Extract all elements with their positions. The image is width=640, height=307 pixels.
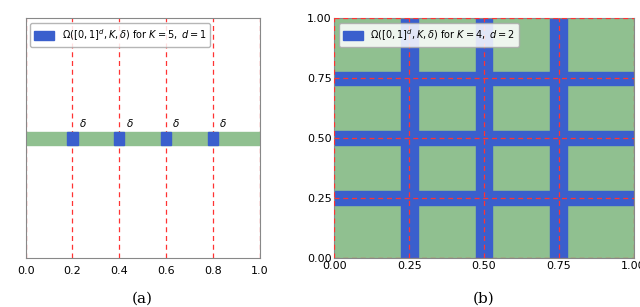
Text: $\delta$: $\delta$	[220, 117, 227, 129]
Text: $\delta$: $\delta$	[172, 117, 180, 129]
Legend: $\Omega([0,1]^d, K, \delta)$ for $K=5,\ d=1$: $\Omega([0,1]^d, K, \delta)$ for $K=5,\ …	[31, 23, 211, 47]
Bar	[550, 18, 567, 258]
Bar	[26, 132, 260, 145]
Bar	[67, 132, 77, 145]
Text: (b): (b)	[473, 291, 495, 305]
Legend: $\Omega([0,1]^d, K, \delta)$ for $K=4,\ d=2$: $\Omega([0,1]^d, K, \delta)$ for $K=4,\ …	[339, 23, 519, 47]
Bar	[335, 72, 634, 85]
Bar	[114, 132, 124, 145]
Bar	[476, 18, 492, 258]
Bar	[335, 191, 634, 205]
Text: $\delta$: $\delta$	[79, 117, 86, 129]
Bar	[208, 132, 218, 145]
Bar	[401, 18, 417, 258]
Bar	[335, 131, 634, 145]
Bar	[161, 132, 172, 145]
Text: $\delta$: $\delta$	[125, 117, 133, 129]
Text: (a): (a)	[132, 291, 153, 305]
